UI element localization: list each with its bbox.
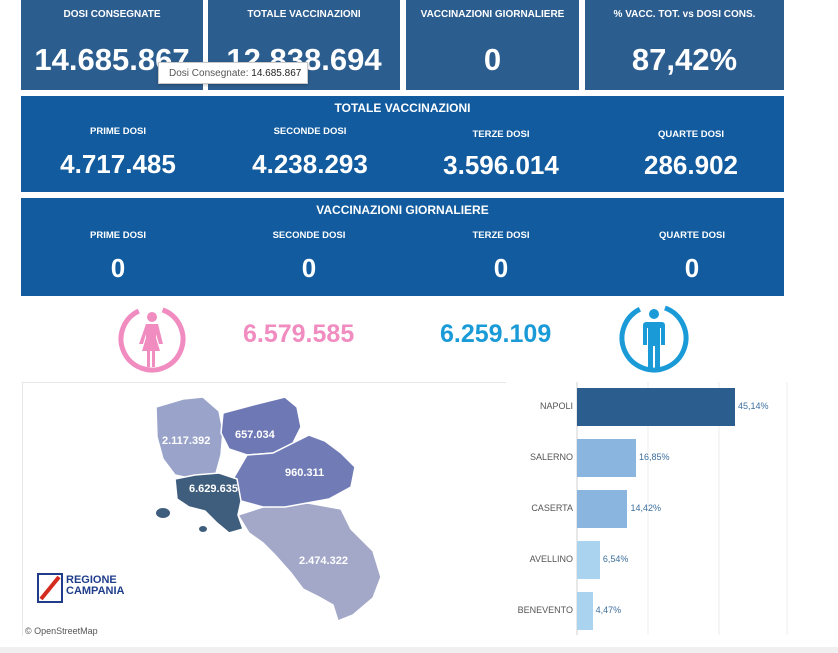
bar-category-label: SALERNO <box>529 452 573 462</box>
bar-value-label: 16,85% <box>638 452 670 462</box>
male-icon <box>619 303 689 373</box>
panel-title: TOTALE VACCINAZIONI <box>334 101 471 115</box>
vaccinazioni-giornaliere-panel: VACCINAZIONI GIORNALIERE PRIME DOSI 0 SE… <box>21 198 784 296</box>
cell-label: QUARTE DOSI <box>659 230 725 241</box>
cell-label: QUARTE DOSI <box>658 129 724 140</box>
cell-label: SECONDE DOSI <box>272 230 346 241</box>
cell-value: 286.902 <box>644 150 738 180</box>
bar-value-label: 6,54% <box>602 554 629 564</box>
cell-quarte-dosi[interactable]: QUARTE DOSI 0 <box>597 230 787 284</box>
campania-map[interactable]: 2.117.392 657.034 960.311 6.629.635 2.47… <box>22 382 506 636</box>
tooltip: Dosi Consegnate: 14.685.867 <box>158 62 308 84</box>
map-attribution[interactable]: © OpenStreetMap <box>25 626 98 636</box>
bar-avellino[interactable] <box>577 541 600 579</box>
bar-salerno[interactable] <box>577 439 636 477</box>
cell-label: TERZE DOSI <box>472 230 530 241</box>
cell-label: TERZE DOSI <box>472 129 530 140</box>
tooltip-label: Dosi Consegnate: <box>169 68 249 79</box>
tooltip-value: 14.685.867 <box>251 68 302 79</box>
kpi-label: DOSI CONSEGNATE <box>63 9 161 20</box>
bar-layer: NAPOLI 45,14% SALERNO 16,85% CASERTA 14,42% AV… <box>505 382 795 635</box>
bar-value-label: 14,42% <box>630 503 661 513</box>
region-avellino <box>232 434 356 508</box>
female-icon <box>118 305 186 373</box>
cell-value: 0 <box>684 253 700 283</box>
cell-label: SECONDE DOSI <box>273 126 347 137</box>
cell-label: PRIME DOSI <box>90 126 146 137</box>
cell-prime-dosi[interactable]: PRIME DOSI 0 <box>23 230 213 284</box>
bar-value-label: 4,47% <box>595 605 622 615</box>
label-salerno: 2.474.322 <box>299 555 348 567</box>
label-avellino: 960.311 <box>285 467 325 479</box>
cell-value: 0 <box>110 253 126 283</box>
cell-value: 0 <box>493 253 509 283</box>
cell-value: 0 <box>301 253 317 283</box>
region-caserta <box>155 396 224 480</box>
cell-terze-dosi[interactable]: TERZE DOSI 0 <box>406 230 596 284</box>
male-count: 6.259.109 <box>440 320 552 348</box>
label-caserta: 2.117.392 <box>162 435 211 447</box>
bar-caserta[interactable] <box>577 490 628 528</box>
kpi-vaccinazioni-giornaliere[interactable]: VACCINAZIONI GIORNALIERE 0 <box>406 0 579 90</box>
cell-label: PRIME DOSI <box>90 230 146 241</box>
cell-value: 4.238.293 <box>252 149 368 179</box>
panel-title: VACCINAZIONI GIORNALIERE <box>316 203 489 217</box>
cell-terze-dosi[interactable]: TERZE DOSI 3.596.014 <box>406 129 596 181</box>
label-napoli: 6.629.635 <box>189 483 238 495</box>
totale-vaccinazioni-panel: TOTALE VACCINAZIONI PRIME DOSI 4.717.485… <box>21 96 784 192</box>
coat-of-arms-icon <box>37 573 63 603</box>
kpi-value: 87,42% <box>631 42 738 77</box>
regione-campania-logo: REGIONE CAMPANIA <box>37 573 137 605</box>
bar-category-label: AVELLINO <box>529 554 573 564</box>
kpi-label: VACCINAZIONI GIORNALIERE <box>420 9 565 20</box>
female-count: 6.579.585 <box>243 320 355 348</box>
kpi-dosi-consegnate[interactable]: DOSI CONSEGNATE 14.685.867 <box>21 0 203 90</box>
region-salerno <box>236 502 382 622</box>
cell-value: 3.596.014 <box>443 150 559 180</box>
toolbar-strip <box>0 647 838 653</box>
logo-line1: REGIONE <box>66 574 117 586</box>
cell-value: 4.717.485 <box>60 149 176 179</box>
kpi-label: TOTALE VACCINAZIONI <box>247 9 361 20</box>
cell-seconde-dosi[interactable]: SECONDE DOSI 4.238.293 <box>215 126 405 180</box>
cell-prime-dosi[interactable]: PRIME DOSI 4.717.485 <box>23 126 213 180</box>
kpi-percentuale[interactable]: % VACC. TOT. vs DOSI CONS. 87,42% <box>585 0 784 90</box>
cell-seconde-dosi[interactable]: SECONDE DOSI 0 <box>214 230 404 284</box>
kpi-value: 0 <box>483 42 502 77</box>
bar-category-label: CASERTA <box>531 503 573 513</box>
label-benevento: 657.034 <box>235 429 275 441</box>
bar-category-label: NAPOLI <box>539 401 573 411</box>
map-regions <box>155 396 382 622</box>
kpi-totale-vaccinazioni[interactable]: TOTALE VACCINAZIONI 12.838.694 <box>208 0 400 90</box>
bar-napoli[interactable] <box>577 388 735 426</box>
bar-value-label: 45,14% <box>737 401 769 411</box>
bar-category-label: BENEVENTO <box>517 605 573 615</box>
region-napoli <box>174 472 244 534</box>
logo-line2: CAMPANIA <box>66 585 125 597</box>
province-bar-chart: NAPOLI 45,14% SALERNO 16,85% CASERTA 14,42% AV… <box>505 382 795 635</box>
kpi-label: % VACC. TOT. vs DOSI CONS. <box>613 9 756 20</box>
bar-benevento[interactable] <box>577 592 593 630</box>
cell-quarte-dosi[interactable]: QUARTE DOSI 286.902 <box>596 129 786 181</box>
